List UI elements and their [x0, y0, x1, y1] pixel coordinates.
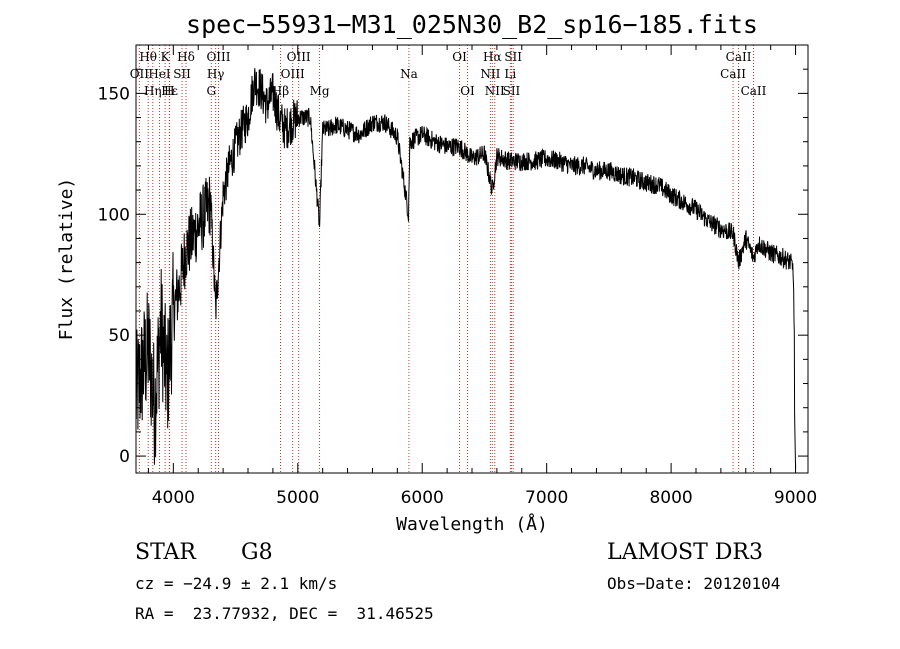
spectrum-series: [135, 68, 797, 469]
line-label-17: OI: [452, 50, 467, 64]
x-tick-label: 4000: [152, 488, 195, 508]
observation-date: Obs−Date: 20120104: [607, 574, 781, 593]
line-label-10: Hγ: [207, 67, 225, 81]
spectrum-chart: spec−55931−M31_025N30_B2_sp16−185.fits H…: [56, 10, 817, 535]
line-label-18: OI: [460, 84, 475, 98]
line-label-27: CaII: [741, 84, 767, 98]
line-label-12: OIII: [287, 50, 311, 64]
x-tick-label: 9000: [774, 488, 817, 508]
line-label-15: Mg: [310, 84, 330, 98]
line-label-25: CaII: [726, 50, 752, 64]
line-label-22: Li: [504, 67, 516, 81]
axis-ticks: 4000 5000 6000 7000 8000 9000 0 50 100 150: [98, 45, 817, 508]
y-tick-label: 50: [108, 326, 130, 346]
line-label-8: H: [164, 84, 174, 98]
line-label-0: Hθ: [139, 50, 157, 64]
object-class: STAR: [135, 540, 196, 565]
line-label-11: G: [206, 84, 216, 98]
line-label-9: OIII: [206, 50, 230, 64]
redshift-cz: cz = −24.9 ± 2.1 km/s: [135, 574, 338, 593]
y-tick-label: 0: [119, 447, 130, 467]
line-label-26: CaII: [720, 67, 746, 81]
survey-name: LAMOST DR3: [607, 540, 763, 565]
y-tick-label: 100: [98, 205, 130, 225]
y-tick-label: 150: [98, 84, 130, 104]
coordinates: RA = 23.77932, DEC = 31.46525: [135, 604, 434, 623]
x-tick-label: 7000: [525, 488, 568, 508]
plot-frame: [135, 44, 809, 474]
line-label-16: Na: [400, 67, 418, 81]
line-label-4: HeI: [148, 67, 171, 81]
spectral-subclass: G8: [241, 540, 273, 565]
chart-title: spec−55931−M31_025N30_B2_sp16−185.fits: [186, 10, 758, 39]
line-label-19: Hα: [483, 50, 502, 64]
x-tick-label: 5000: [276, 488, 319, 508]
x-tick-label: 8000: [649, 488, 692, 508]
line-label-6: Hδ: [177, 50, 195, 64]
line-label-21: NII: [480, 67, 500, 81]
x-tick-label: 6000: [401, 488, 444, 508]
y-axis-label: Flux (relative): [56, 178, 77, 341]
spectrum-line: [135, 68, 797, 469]
line-label-7: SII: [173, 67, 191, 81]
line-label-1: OII: [130, 67, 150, 81]
line-label-20: SII: [504, 50, 522, 64]
line-label-3: K: [161, 50, 171, 64]
line-label-24: SII: [503, 84, 521, 98]
line-label-23: NII: [485, 84, 505, 98]
line-label-13: OIII: [281, 67, 305, 81]
line-label-2: Hη: [144, 84, 162, 98]
x-axis-label: Wavelength (Å): [396, 513, 548, 535]
